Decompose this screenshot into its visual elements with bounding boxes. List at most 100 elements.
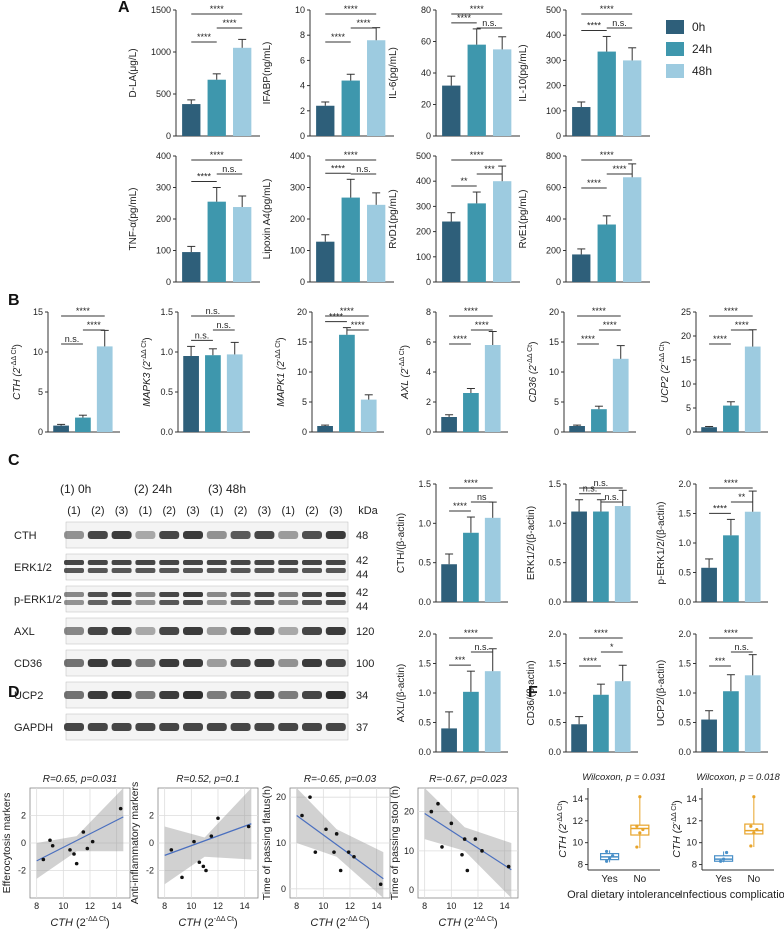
y-tick-label: 0.0 [678,747,691,757]
kda-value: 42 [356,555,368,567]
blot-band [325,592,346,597]
blot-band [254,568,275,573]
sig-label: **** [603,320,618,330]
blot-band [206,531,227,539]
y-axis-label: ERK1/2/(β-actin) [526,506,537,580]
bar-24h [467,203,486,282]
blot-band [302,627,322,635]
sig-label: **** [344,4,359,14]
y-tick-label: 1.5 [548,659,561,669]
data-point [608,856,612,860]
y-tick-label: 0.0 [160,427,173,437]
panel-label-a: A [118,0,130,16]
bar-chart-4: 0 100 200 300 400 TNF-α(pg/mL) **** n.s. **** [128,150,260,287]
blot-band [325,627,346,635]
y-axis-label: CD36/(β-actin) [526,660,537,725]
bar-0h [441,564,457,602]
blot-band [183,531,203,539]
blot-band [278,531,299,539]
blot-band [254,627,275,635]
blot-strip-ERK1/2 [65,553,349,581]
x-tick-label: 10 [446,901,456,911]
bar-0h [701,719,717,752]
sig-label: **** [464,478,479,488]
sig-label: **** [724,478,739,488]
y-tick-label: 100 [290,246,305,256]
data-point [313,850,318,854]
bar-48h [484,517,501,602]
data-point [192,839,196,844]
y-tick-label: 20 [276,792,286,802]
y-axis-label: IL-10(pg/mL) [518,44,529,101]
y-tick-label: 5 [686,403,691,413]
data-point [473,837,478,841]
bar-24h [597,224,616,282]
y-tick-label: 200 [546,81,561,91]
data-point [334,832,339,836]
data-point [722,857,726,861]
blot-band [135,659,156,667]
sig-label: **** [470,4,485,14]
sig-label: **** [197,32,212,42]
bar-48h [226,354,243,432]
y-tick-label: 10 [681,379,691,389]
sig-label: **** [329,312,344,322]
blot-band [111,560,132,565]
panel-label-c: C [8,452,20,469]
blot-band [135,627,156,635]
data-point [605,859,609,863]
blot-band [254,531,275,539]
legend-label-0h: 0h [692,20,705,34]
sig-label: **** [331,163,346,173]
y-tick-label: 1.0 [678,538,691,548]
sig-label: **** [351,320,366,330]
y-tick-label: 1.5 [418,479,431,489]
bar-24h [597,51,616,136]
blot-band [325,531,346,539]
sig-label: **** [612,164,627,174]
bar-48h [484,671,501,752]
blot-band [302,531,322,539]
bar-0h [701,427,717,432]
y-tick-label: 0.5 [678,568,691,578]
blot-band [87,627,108,635]
blot-band [159,560,180,565]
y-tick-label: 200 [546,246,561,256]
data-point [465,868,470,873]
y-tick-label: 6 [300,55,305,65]
sig-label: **** [724,306,739,316]
bar-24h [591,409,607,432]
bar-24h [207,79,226,136]
y-tick-label: 14 [572,794,583,805]
x-tick-label: 12 [213,901,223,911]
data-point [506,864,511,869]
y-tick-label: 1000 [151,47,171,57]
bar-48h [614,681,631,752]
y-tick-label: 0.5 [418,558,431,568]
sig-label: n.s. [65,334,80,344]
sig-label: **** [475,320,490,330]
blot-band [230,659,251,667]
data-point [308,795,312,799]
blot-row-label: ERK1/2 [14,562,52,574]
kda-value: 44 [356,601,368,613]
blot-band [278,560,299,565]
blot-row-label: GAPDH [14,722,53,734]
confidence-band [296,788,384,898]
scatter-chart-22: 8 10 12 14 0 10 20 R=-0.65, p=0.03 CTH (2-ΔΔ Ct)… [261,774,391,929]
x-tick-label: 10 [58,901,68,911]
x-tick-label: 14 [112,901,122,911]
blot-band [135,592,156,597]
lane-label: (3) [258,505,271,517]
y-tick-label: 12 [572,816,583,827]
y-tick-label: 0.0 [548,747,561,757]
sig-label: n.s. [217,320,232,330]
blot-band [206,592,227,597]
blot-band [325,560,346,565]
blot-row-label: p-ERK1/2 [14,594,62,606]
blot-band [230,600,251,605]
y-tick-label: 0 [409,885,414,895]
blot-band [230,560,251,565]
sig-label: **** [724,628,739,638]
